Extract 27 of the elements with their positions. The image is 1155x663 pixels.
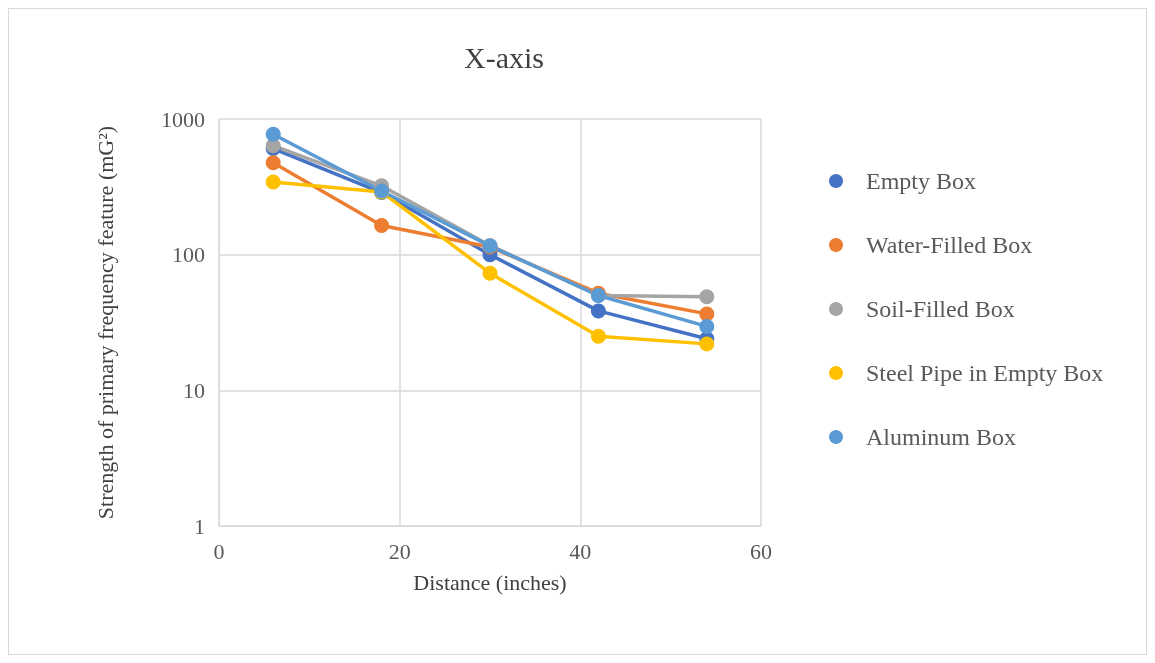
- y-axis-title: Strength of primary frequency feature (mG²): [92, 125, 118, 520]
- point: [590, 328, 606, 344]
- legend-label: Empty Box: [866, 168, 977, 194]
- legend-label: Soil-Filled Box: [866, 296, 1015, 322]
- x-tick-label: 0: [213, 538, 225, 564]
- y-tick-label: 100: [172, 242, 205, 268]
- point: [590, 303, 606, 319]
- legend-label: Steel Pipe in Empty Box: [866, 360, 1104, 386]
- point: [265, 126, 281, 142]
- point: [265, 155, 281, 171]
- x-tick-label: 20: [388, 538, 411, 564]
- point: [699, 318, 715, 334]
- y-tick-label: 1000: [161, 106, 205, 132]
- y-tick-label: 1: [194, 513, 205, 539]
- chart-title: X-axis: [464, 40, 544, 74]
- x-tick-label: 60: [750, 538, 772, 564]
- x-axis-title: Distance (inches): [413, 569, 567, 595]
- point: [374, 218, 390, 234]
- x-tick-label: 40: [569, 538, 592, 564]
- point: [699, 306, 715, 322]
- point: [699, 336, 715, 352]
- legend-label: Water-Filled Box: [866, 232, 1033, 258]
- point: [482, 265, 498, 281]
- legend-label: Aluminum Box: [866, 424, 1017, 450]
- y-tick-label: 10: [183, 377, 205, 403]
- point: [699, 289, 715, 305]
- point: [265, 174, 281, 190]
